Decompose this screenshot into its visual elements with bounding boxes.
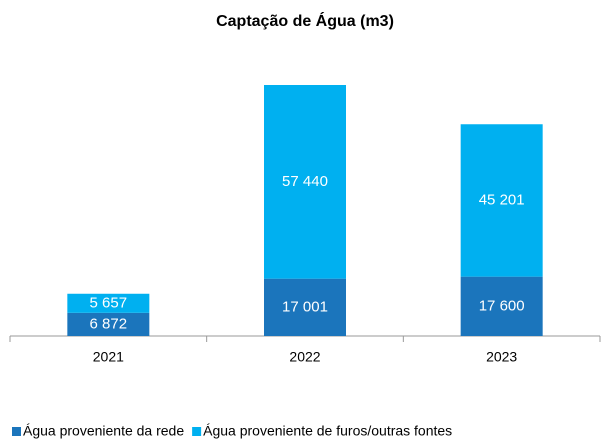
value-label: 17 600	[479, 297, 525, 314]
bar-segment	[264, 278, 346, 336]
x-tick-label: 2021	[93, 349, 124, 365]
bar-segment	[264, 85, 346, 279]
legend-label: Água proveniente da rede	[23, 423, 184, 439]
value-label: 17 001	[282, 298, 328, 315]
legend-swatch	[12, 427, 21, 436]
value-label: 5 657	[90, 294, 128, 311]
value-label: 6 872	[90, 315, 128, 332]
chart-title: Captação de Água (m3)	[216, 11, 394, 30]
x-tick-label: 2022	[289, 349, 320, 365]
bar-segment	[67, 312, 150, 336]
legend-label: Água proveniente de furos/outras fontes	[203, 423, 452, 439]
x-tick-label: 2023	[486, 349, 517, 365]
bar-segment	[460, 276, 543, 336]
bar-segment	[460, 124, 543, 277]
bar-segment	[67, 293, 150, 313]
value-label: 45 201	[479, 191, 525, 208]
legend-swatch	[192, 427, 202, 436]
value-label: 57 440	[282, 173, 328, 190]
